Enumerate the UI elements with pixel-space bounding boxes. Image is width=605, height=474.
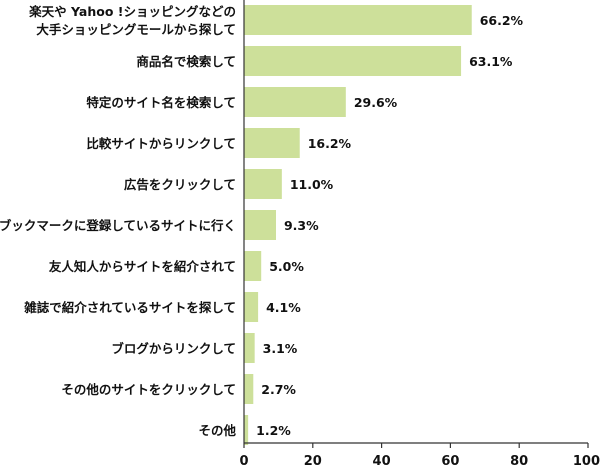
bar [244,46,462,76]
bar [244,87,346,117]
x-tick-label: 80 [510,454,528,469]
category-labels: 楽天や Yahoo !ショッピングなどの大手ショッピングモールから探して商品名で… [0,4,236,438]
bar [244,5,472,35]
value-label: 2.7% [261,382,296,397]
bar [244,292,259,322]
value-label: 16.2% [308,136,352,151]
bar [244,333,255,363]
bar [244,169,282,199]
value-label: 3.1% [263,341,298,356]
bar [244,210,276,240]
value-label: 5.0% [269,259,304,274]
category-label: 大手ショッピングモールから探して [36,22,236,37]
category-label: その他のサイトをクリックして [61,382,236,397]
x-tick-label: 60 [441,454,459,469]
category-label: 雑誌で紹介されているサイトを探して [23,300,236,315]
category-label: ブログからリンクして [111,341,236,356]
category-label: ブックマークに登録しているサイトに行く [0,218,236,233]
category-label: 比較サイトからリンクして [86,136,236,151]
category-label: 商品名で検索して [136,54,236,69]
value-label: 29.6% [354,95,398,110]
bar [244,251,262,281]
bar [244,415,249,445]
category-label: 楽天や Yahoo !ショッピングなどの [28,4,236,19]
bar [244,374,254,404]
bar [244,128,300,158]
x-axis: 0 20 40 60 80 100 [239,0,600,469]
x-tick-label: 100 [573,454,600,469]
x-tick-label: 0 [239,454,248,469]
x-tick-label: 40 [373,454,391,469]
value-label: 9.3% [284,218,319,233]
value-label: 4.1% [266,300,301,315]
value-labels: 66.2% 63.1% 29.6% 16.2% 11.0% 9.3% 5.0% 4.1% 3.1… [256,13,523,438]
value-label: 63.1% [469,54,513,69]
category-label: その他 [198,423,236,438]
category-label: 友人知人からサイトを紹介されて [48,259,236,274]
category-label: 特定のサイト名を検索して [86,95,236,110]
value-label: 11.0% [290,177,334,192]
bars [244,5,472,445]
value-label: 1.2% [256,423,291,438]
category-label: 広告をクリックして [124,177,236,192]
value-label: 66.2% [480,13,524,28]
x-tick-label: 20 [304,454,322,469]
